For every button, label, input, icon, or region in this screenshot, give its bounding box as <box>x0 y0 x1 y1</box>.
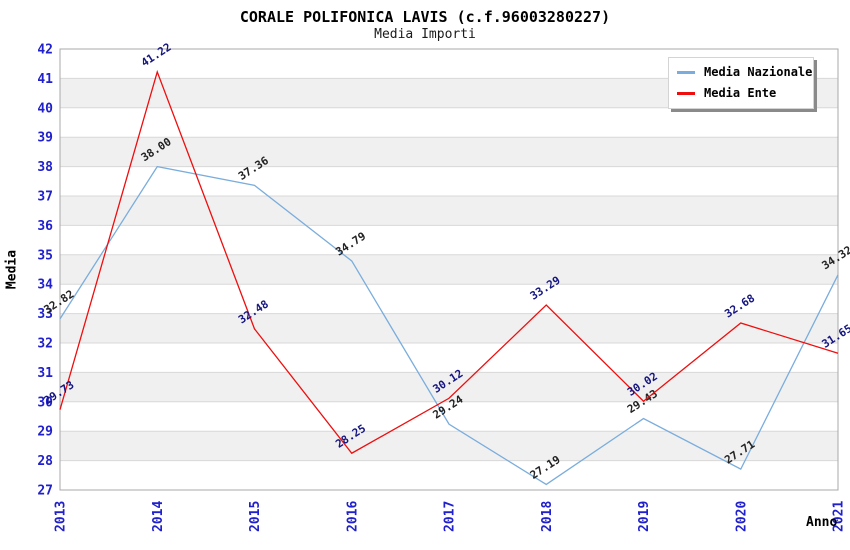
legend-swatch-media-ente <box>677 91 695 95</box>
series-line-media-ente <box>59 69 839 455</box>
x-tick-label: 2019 <box>637 501 652 532</box>
legend-label: Media Ente <box>704 86 777 100</box>
x-tick-label: 2020 <box>734 501 749 532</box>
legend-item-media-nazionale: Media Nazionale <box>677 65 812 79</box>
x-tick-label: 2015 <box>248 501 263 532</box>
y-tick-label: 34 <box>37 278 53 293</box>
series-line-media-nazionale <box>59 165 839 486</box>
x-tick-label: 2018 <box>540 501 555 532</box>
plot-band <box>60 431 838 461</box>
y-tick-label: 40 <box>37 101 53 116</box>
y-tick-label: 32 <box>37 337 53 352</box>
legend-item-media-ente: Media Ente <box>677 86 805 100</box>
plot-band <box>60 196 838 226</box>
x-axis-title: Anno <box>806 515 838 530</box>
plot-band <box>60 313 838 343</box>
y-tick-label: 39 <box>37 131 53 146</box>
y-tick-label: 41 <box>37 72 53 87</box>
y-axis-title: Media <box>4 249 20 290</box>
y-tick-label: 33 <box>37 307 53 322</box>
x-tick-label: 2016 <box>345 501 360 532</box>
y-tick-label: 31 <box>37 366 53 381</box>
legend-swatch-media-nazionale <box>677 70 695 74</box>
plot-border <box>59 48 839 491</box>
y-tick-label: 37 <box>37 190 53 205</box>
plot-band <box>60 137 838 167</box>
y-tick-label: 36 <box>37 219 53 234</box>
x-tick-label: 2013 <box>54 501 69 532</box>
y-tick-label: 42 <box>37 43 53 58</box>
y-tick-label: 38 <box>37 160 53 175</box>
y-tick-label: 30 <box>37 395 53 410</box>
legend-label: Media Nazionale <box>704 65 813 79</box>
plot-band <box>60 372 838 402</box>
y-tick-label: 28 <box>37 454 53 469</box>
x-tick-label: 2021 <box>832 501 847 532</box>
y-tick-label: 27 <box>37 484 53 499</box>
y-tick-label: 29 <box>37 425 53 440</box>
legend: Media Nazionale Media Ente <box>668 57 814 109</box>
plot-band <box>60 254 838 285</box>
y-tick-label: 35 <box>37 248 53 263</box>
x-tick-label: 2017 <box>443 501 458 532</box>
chart-title: CORALE POLIFONICA LAVIS (c.f.96003280227… <box>239 8 611 26</box>
x-tick-label: 2014 <box>151 501 166 532</box>
chart-subtitle: Media Importi <box>374 27 476 42</box>
